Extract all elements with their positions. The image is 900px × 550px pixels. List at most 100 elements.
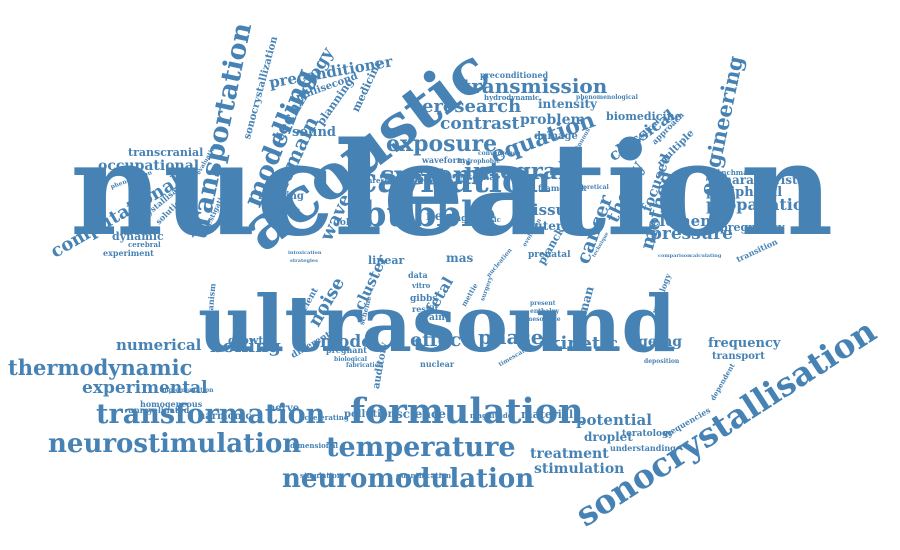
word-cloud-word: external xyxy=(457,172,499,183)
word-cloud-word: nerve xyxy=(268,403,300,414)
word-cloud-word: preconditioned xyxy=(480,69,549,80)
word-cloud-word: unmyelinated xyxy=(128,404,190,415)
word-cloud-word: mas xyxy=(446,251,474,266)
word-cloud-word: dimensional xyxy=(290,441,339,451)
word-cloud-word: comparison xyxy=(658,253,691,259)
word-cloud-word: range xyxy=(444,213,474,224)
word-cloud-word: experiment xyxy=(103,247,154,258)
word-cloud-word: potential xyxy=(576,411,652,429)
word-cloud-word: result xyxy=(412,303,439,314)
word-cloud-word: fokker xyxy=(336,217,369,228)
word-cloud-word: nuclear xyxy=(420,358,455,369)
word-cloud-word: contrast xyxy=(440,114,520,135)
word-cloud-word: quantification xyxy=(396,471,452,481)
word-cloud-word: homogeneous xyxy=(140,398,203,409)
word-cloud-word: threshold xyxy=(364,176,402,186)
word-cloud-word: tissue xyxy=(526,201,576,219)
word-cloud-word: bubble xyxy=(362,194,497,235)
word-cloud-word: kinetic xyxy=(548,332,618,354)
word-cloud-word: deposition xyxy=(644,358,680,366)
word-cloud-word: neurostimulation xyxy=(48,429,302,460)
word-cloud-word: integral xyxy=(464,157,567,185)
word-cloud-word: frequency xyxy=(708,335,781,351)
word-cloud-word: vitro xyxy=(412,281,431,291)
word-cloud-word: sound xyxy=(292,124,336,140)
word-cloud-word: characteristic xyxy=(716,173,810,188)
word-cloud-word: simulation xyxy=(300,471,342,481)
word-cloud-word: wavelength xyxy=(262,207,301,215)
word-cloud-word: growth xyxy=(228,334,272,348)
word-cloud-word: surface xyxy=(482,226,507,234)
word-cloud-word: magnitude xyxy=(470,411,513,421)
word-cloud-word: harmonic xyxy=(198,411,252,422)
word-cloud-word: ultrasound xyxy=(198,278,676,370)
word-cloud-word: teratology xyxy=(622,428,674,439)
word-cloud-word: eresearch xyxy=(422,95,522,117)
word-cloud-word: transcranial xyxy=(128,146,204,160)
word-cloud-word: implementation xyxy=(160,387,214,395)
word-cloud-word: physic xyxy=(476,215,501,225)
word-cloud-word: droplet xyxy=(584,430,633,445)
word-cloud-word: convergence xyxy=(478,150,521,158)
word-cloud-word: pressure xyxy=(650,224,733,245)
word-cloud-word: thermodynamic xyxy=(8,355,193,381)
word-cloud-word: imaging xyxy=(258,191,304,202)
word-cloud-word: transmission xyxy=(462,74,608,98)
word-cloud-word: accelerating xyxy=(300,413,349,423)
word-cloud-word: formulation xyxy=(350,391,584,432)
word-cloud-word: stimulation xyxy=(534,460,625,477)
word-cloud-word: system xyxy=(380,161,481,192)
word-cloud-word: hydrophobic xyxy=(458,158,500,166)
word-cloud-word: biological xyxy=(334,356,368,364)
word-cloud-word: neuromodulation xyxy=(282,464,535,495)
word-cloud-word: propagation xyxy=(706,195,816,215)
word-cloud-word: peripheral xyxy=(706,184,783,200)
word-cloud-word: phenomenological xyxy=(576,94,638,102)
word-cloud-word: enthalpy xyxy=(530,308,560,316)
word-cloud-word: hearing xyxy=(404,175,439,186)
word-cloud-word: treatment xyxy=(530,445,609,462)
word-cloud-word: field xyxy=(426,209,456,224)
word-cloud-word: biomedicine xyxy=(606,110,682,124)
word-cloud-word: linear xyxy=(368,254,405,268)
word-cloud-word: dynamic xyxy=(112,230,164,244)
word-cloud-word: cerebral xyxy=(128,240,161,250)
word-cloud-word: effect xyxy=(410,328,471,351)
word-cloud-word: experimental xyxy=(82,378,208,399)
word-cloud-word: phase xyxy=(478,325,544,349)
word-cloud-word: problem xyxy=(520,111,586,128)
word-cloud-word: fabrication xyxy=(346,362,384,370)
word-cloud-word: gibbs xyxy=(410,293,438,304)
word-cloud-word: numerical xyxy=(116,336,202,354)
word-cloud-word: damage xyxy=(534,131,578,142)
word-cloud-word: cavitation xyxy=(356,160,551,201)
word-cloud-word: waveform xyxy=(422,154,466,165)
word-cloud-word: material xyxy=(521,408,574,422)
word-cloud-word: pregnancy xyxy=(720,221,785,235)
word-cloud-word: boiling xyxy=(210,335,281,357)
word-cloud-word: benchmarking xyxy=(712,168,769,178)
word-cloud-word: framework xyxy=(538,182,587,193)
word-cloud-word: ageing xyxy=(629,333,683,350)
word-cloud-word: theoretical xyxy=(572,184,609,192)
word-cloud-word: science xyxy=(396,407,446,422)
word-cloud-word: intensity xyxy=(538,97,598,112)
word-cloud-word: occupational xyxy=(98,157,200,174)
word-cloud-word: pollution xyxy=(344,409,395,420)
word-cloud-word: strategies xyxy=(290,258,318,264)
word-cloud-word: data xyxy=(408,269,428,280)
word-cloud-word: utero xyxy=(534,219,571,234)
word-cloud-word: understanding xyxy=(610,442,676,453)
word-cloud-word: transformation xyxy=(96,399,326,431)
word-cloud-word: element xyxy=(650,212,719,230)
word-cloud-word: nucleation xyxy=(70,114,834,265)
word-cloud-word: model xyxy=(320,332,379,353)
word-cloud-word: exposure xyxy=(386,131,498,158)
word-cloud-word: mesoscale xyxy=(526,316,561,324)
word-cloud-word: intoxication xyxy=(288,250,322,256)
word-cloud-word: transport xyxy=(712,351,765,362)
word-cloud-word: hydrodynamic xyxy=(484,93,540,103)
word-cloud-word: temperature xyxy=(326,432,516,464)
word-cloud-word: pregnant xyxy=(326,344,368,355)
